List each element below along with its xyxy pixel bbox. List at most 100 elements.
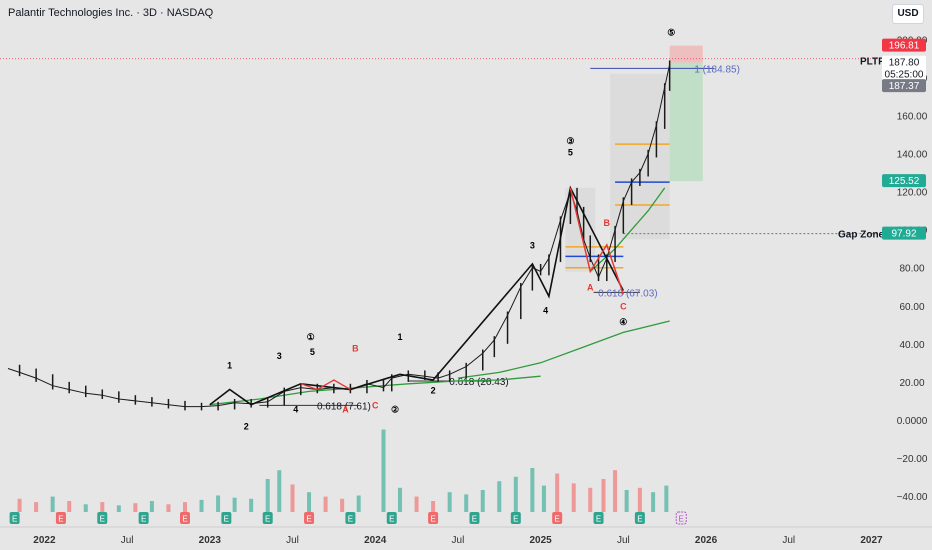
price-axis-label: 196.81 xyxy=(882,38,926,52)
svg-text:125.52: 125.52 xyxy=(889,176,920,187)
y-tick-label: 60.00 xyxy=(899,302,924,313)
x-tick-label: 2027 xyxy=(860,535,883,546)
svg-text:187.37: 187.37 xyxy=(889,81,920,92)
x-tick-label: 2024 xyxy=(364,535,387,546)
earnings-marker: E xyxy=(179,512,190,524)
volume-bar xyxy=(541,485,546,512)
y-tick-label: 160.00 xyxy=(897,112,928,123)
elliott-wave-line xyxy=(209,185,625,406)
volume-bar xyxy=(290,484,295,512)
price-axis-label: 125.52 xyxy=(882,174,926,188)
svg-text:E: E xyxy=(596,515,601,524)
svg-text:E: E xyxy=(265,515,270,524)
svg-text:E: E xyxy=(513,515,518,524)
volume-bar xyxy=(265,479,270,512)
price-axis-label: 97.92 xyxy=(882,226,926,240)
wave-label: 5 xyxy=(568,148,573,158)
earnings-marker: E xyxy=(262,512,273,524)
abc-correction-line xyxy=(569,187,625,295)
volume-bar xyxy=(414,496,419,512)
fib-label: 0.618 (20.43) xyxy=(449,377,509,388)
volume-bar xyxy=(571,483,576,512)
volume-bar xyxy=(133,503,138,512)
volume-bar xyxy=(83,504,88,512)
svg-text:E: E xyxy=(306,515,311,524)
svg-text:05:25:00: 05:25:00 xyxy=(885,70,924,81)
volume-bar xyxy=(601,479,606,512)
svg-text:E: E xyxy=(182,515,187,524)
wave-label: C xyxy=(372,400,379,410)
y-tick-label: −20.00 xyxy=(897,454,928,465)
volume-bar xyxy=(323,496,328,512)
y-tick-label: 20.00 xyxy=(899,378,924,389)
volume-bar xyxy=(480,490,485,512)
wave-label: 2 xyxy=(431,385,436,395)
svg-text:196.81: 196.81 xyxy=(889,41,920,52)
y-tick-label: 40.00 xyxy=(899,340,924,351)
price-axis-label: 187.37 xyxy=(882,79,926,93)
fib-label: 0.618 (7.61) xyxy=(317,401,371,412)
y-tick-label: 80.00 xyxy=(899,264,924,275)
volume-bar xyxy=(431,501,436,512)
svg-text:97.92: 97.92 xyxy=(891,229,916,240)
earnings-marker: E xyxy=(552,512,563,524)
wave-label: 1 xyxy=(398,332,403,342)
fib-label: 1 (184.85) xyxy=(694,64,740,75)
gap-zone-label: Gap Zone xyxy=(838,230,885,241)
fib-label: 0.618 (67.03) xyxy=(598,288,658,299)
svg-text:E: E xyxy=(637,515,642,524)
wave-label: 2 xyxy=(244,421,249,431)
volume-bar xyxy=(555,473,560,512)
volume-bar xyxy=(166,504,171,512)
x-tick-label: Jul xyxy=(286,535,299,546)
currency-selector[interactable]: USD xyxy=(892,4,924,24)
y-tick-label: 140.00 xyxy=(897,150,928,161)
volume-bar xyxy=(513,476,518,512)
y-tick-label: −40.00 xyxy=(897,492,928,503)
volume-bar xyxy=(340,498,345,512)
moving-average-200 xyxy=(457,320,670,379)
volume-bar xyxy=(100,502,105,512)
volume-bar xyxy=(277,470,282,512)
earnings-marker: E xyxy=(304,512,315,524)
wave-label: ⑤ xyxy=(667,28,675,38)
x-tick-label: Jul xyxy=(121,535,134,546)
abc-correction-line-2023 xyxy=(300,379,351,391)
x-tick-label: 2026 xyxy=(695,535,718,546)
wave-label: 5 xyxy=(310,347,315,357)
volume-bar xyxy=(149,501,154,512)
volume-bar xyxy=(464,494,469,512)
stop-zone xyxy=(669,45,703,63)
wave-label: ③ xyxy=(566,136,574,146)
volume-bar xyxy=(249,498,254,512)
svg-text:E: E xyxy=(555,515,560,524)
volume-bar xyxy=(651,492,656,512)
x-tick-label: Jul xyxy=(452,535,465,546)
volume-bar xyxy=(624,490,629,512)
wave-label: ④ xyxy=(619,317,627,327)
wave-label: ② xyxy=(391,404,399,414)
svg-text:187.80: 187.80 xyxy=(889,58,920,69)
chart-title: Palantir Technologies Inc. · 3D · NASDAQ xyxy=(8,7,214,19)
volume-bar xyxy=(232,497,237,512)
x-tick-label: 2022 xyxy=(33,535,56,546)
earnings-marker: E xyxy=(55,512,66,524)
wave-label: 3 xyxy=(277,351,282,361)
earnings-marker: E xyxy=(221,512,232,524)
wave-label: B xyxy=(604,218,611,228)
volume-bar xyxy=(307,492,312,512)
earnings-marker: E xyxy=(675,511,687,525)
volume-bar xyxy=(588,487,593,512)
price-axis-label: 05:25:00 xyxy=(882,67,926,81)
svg-text:E: E xyxy=(12,515,17,524)
volume-bar xyxy=(67,501,72,512)
volume-bar xyxy=(216,495,221,512)
wave-label: A xyxy=(587,283,594,293)
earnings-marker: E xyxy=(469,512,480,524)
svg-text:E: E xyxy=(472,515,477,524)
svg-text:E: E xyxy=(141,515,146,524)
volume-bar xyxy=(637,487,642,512)
svg-text:E: E xyxy=(224,515,229,524)
target-zone xyxy=(669,62,703,182)
